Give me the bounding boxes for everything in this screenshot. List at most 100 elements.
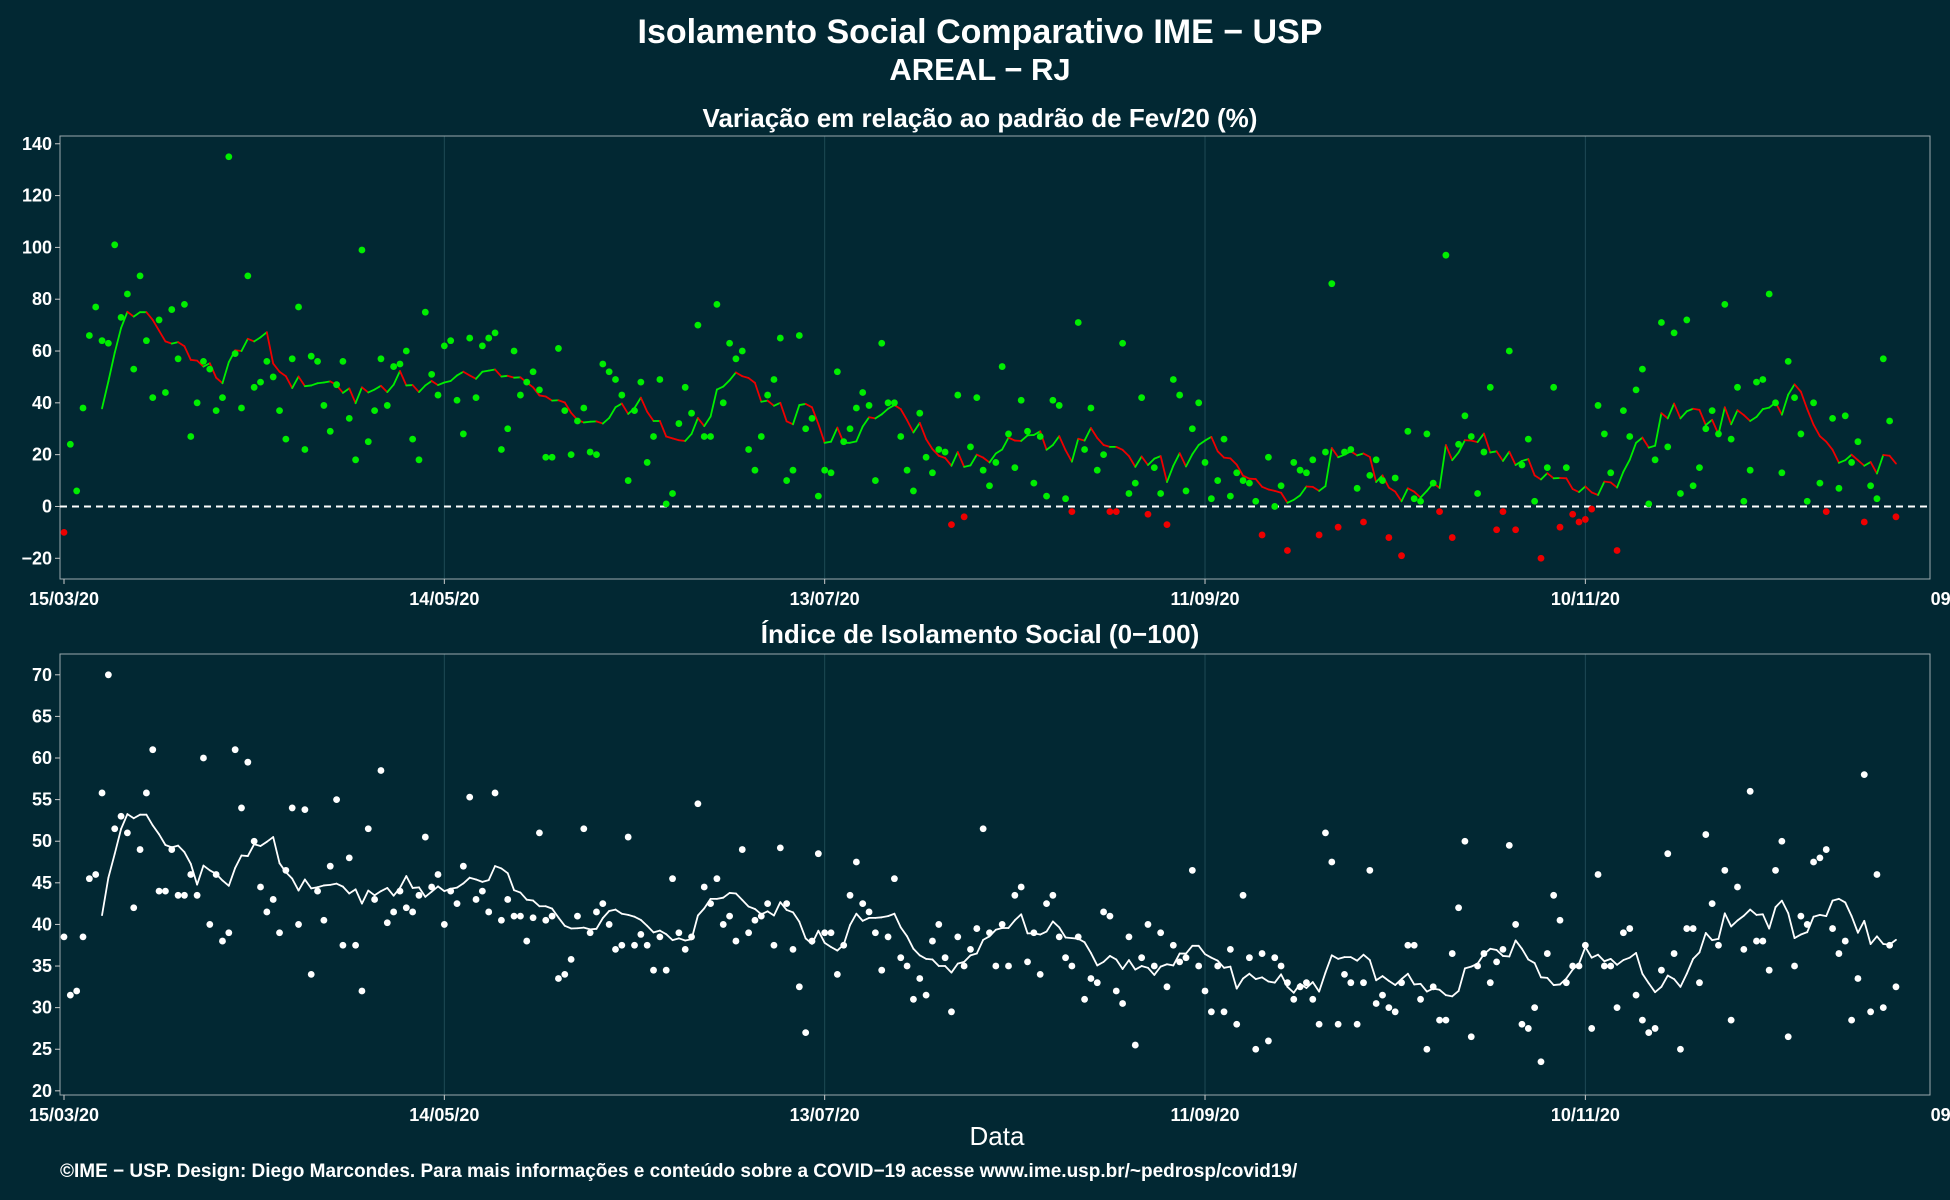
data-point (244, 272, 252, 280)
data-point (1188, 425, 1196, 433)
moving-average-segment (1451, 451, 1460, 462)
moving-average-segment (240, 337, 249, 352)
data-point (732, 355, 740, 363)
data-point (1613, 547, 1621, 554)
data-point (517, 391, 524, 399)
data-point (605, 368, 613, 376)
data-point (1645, 1029, 1653, 1036)
data-point (98, 337, 106, 345)
data-point (1062, 495, 1069, 503)
moving-average-segment (1128, 959, 1137, 971)
moving-average-segment (322, 883, 332, 887)
moving-average-segment (677, 439, 687, 442)
moving-average-segment (158, 833, 167, 846)
data-point (1062, 954, 1069, 962)
moving-average-segment (1064, 449, 1073, 463)
data-point (1138, 954, 1146, 962)
data-point (1131, 479, 1139, 487)
data-point (529, 914, 537, 922)
data-point (168, 846, 176, 853)
data-point (491, 329, 499, 337)
moving-average-segment (639, 396, 649, 413)
data-point (700, 883, 708, 891)
moving-average-segment (411, 384, 420, 394)
moving-average-segment (1058, 926, 1067, 939)
x-tick-label: 15/03/20 (29, 1105, 99, 1125)
data-point (174, 891, 182, 899)
moving-average-segment (1812, 423, 1821, 438)
moving-average-segment (462, 370, 471, 377)
moving-average-segment (1565, 477, 1574, 490)
moving-average-segment (227, 867, 237, 887)
data-point (257, 883, 264, 891)
data-point (1696, 979, 1703, 987)
moving-average-segment (716, 896, 725, 900)
main-title: Isolamento Social Comparativo IME − USP (638, 13, 1323, 51)
x-tick-label: 09/01/21 (1931, 589, 1950, 609)
data-point (802, 425, 810, 433)
moving-average-segment (1235, 463, 1244, 477)
data-point (1886, 941, 1894, 949)
data-point (1169, 376, 1177, 383)
data-point (1702, 425, 1710, 433)
data-point (1860, 771, 1868, 779)
moving-average-segment (1768, 906, 1777, 930)
data-point (73, 987, 81, 995)
data-point (967, 945, 974, 953)
data-point (840, 438, 848, 446)
moving-average-segment (1666, 974, 1676, 981)
data-point (453, 396, 461, 404)
data-point (1499, 508, 1507, 516)
moving-average-segment (849, 440, 858, 444)
data-point (1201, 987, 1209, 995)
data-point (288, 355, 296, 363)
data-point (352, 941, 359, 949)
moving-average-segment (1007, 436, 1016, 442)
data-point (688, 933, 695, 941)
data-point (637, 378, 645, 386)
data-point (852, 404, 860, 412)
data-point (1480, 950, 1488, 957)
data-point (257, 378, 264, 386)
data-point (1715, 941, 1722, 949)
data-point (764, 900, 772, 908)
moving-average-segment (1185, 453, 1194, 468)
moving-average-segment (1197, 439, 1206, 446)
moving-average-segment (506, 374, 515, 379)
moving-average-segment (1356, 953, 1365, 962)
moving-average-segment (1495, 949, 1504, 957)
data-point (967, 443, 974, 451)
data-point (269, 373, 277, 381)
moving-average-segment (316, 884, 325, 889)
moving-average-segment (1508, 939, 1517, 958)
data-point (859, 900, 867, 908)
data-point (453, 900, 461, 908)
moving-average-segment (1749, 908, 1758, 916)
data-point (1683, 925, 1691, 932)
moving-average-segment (272, 836, 281, 865)
panel1-plot: −20 0 20 40 60 80 100 120 140 15/03/20 14/05/20 13/… (21, 134, 1950, 609)
moving-average-segment (1166, 464, 1175, 483)
data-point (1315, 1020, 1323, 1028)
data-point (1385, 1004, 1393, 1012)
moving-average-segment (1286, 985, 1295, 994)
moving-average-segment (519, 891, 528, 901)
data-point (73, 487, 81, 495)
moving-average-segment (1045, 920, 1054, 933)
moving-average-segment (620, 912, 630, 916)
data-point (428, 883, 436, 891)
y-tick-label: 40 (32, 914, 52, 934)
data-point (726, 339, 733, 347)
data-point (1163, 521, 1171, 528)
moving-average-segment (380, 887, 389, 893)
data-point (1030, 479, 1038, 487)
moving-average-segment (1159, 455, 1168, 483)
moving-average-segment (1717, 912, 1726, 940)
moving-average-segment (1020, 913, 1029, 935)
data-point (1207, 495, 1215, 503)
data-point (1081, 446, 1088, 453)
moving-average-segment (1457, 439, 1466, 454)
moving-average-segment (202, 362, 211, 368)
data-point (1797, 912, 1805, 920)
moving-average-segment (1533, 474, 1542, 481)
